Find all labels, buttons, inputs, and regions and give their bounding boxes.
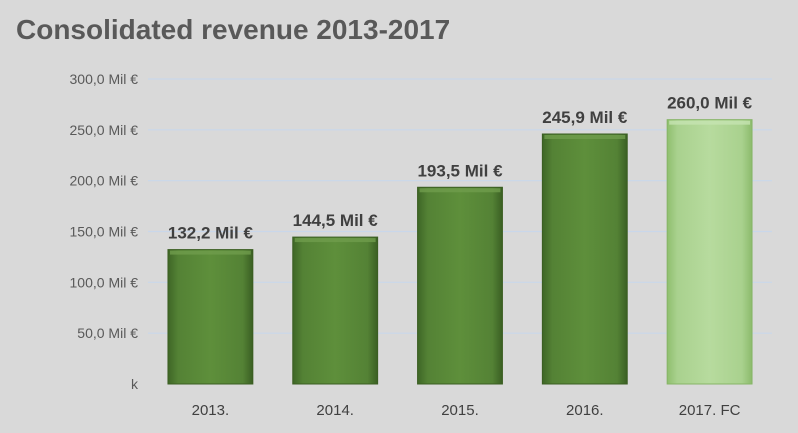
bar-forecast (666, 119, 753, 385)
x-tick-label: 2013. (192, 402, 230, 419)
y-tick-label: k (131, 376, 139, 392)
bar-bevel (294, 238, 376, 243)
y-tick-label: 200,0 Mil € (70, 173, 139, 189)
data-label: 193,5 Mil € (417, 161, 503, 180)
bar-bevel (419, 188, 501, 193)
data-label: 132,2 Mil € (168, 224, 254, 243)
y-tick-label: 100,0 Mil € (70, 274, 139, 290)
bar-bevel (669, 120, 751, 125)
chart-title: Consolidated revenue 2013-2017 (16, 14, 451, 45)
bar-group (292, 236, 379, 385)
data-label: 260,0 Mil € (667, 94, 753, 113)
x-tick-label: 2017. FC (679, 402, 741, 419)
x-tick-label: 2014. (316, 402, 354, 419)
bar-bevel (169, 250, 251, 255)
bar (417, 186, 503, 385)
y-tick-label: 300,0 Mil € (70, 71, 139, 87)
x-tick-label: 2015. (441, 402, 479, 419)
bar-bevel (544, 135, 626, 140)
bar-group (541, 133, 628, 385)
bar-group (666, 119, 753, 385)
x-tick-label: 2016. (566, 402, 604, 419)
bar (292, 236, 379, 385)
bar-group (417, 186, 503, 385)
bar (541, 133, 628, 385)
y-tick-label: 150,0 Mil € (70, 224, 139, 240)
bar (167, 249, 254, 385)
y-tick-label: 50,0 Mil € (77, 325, 138, 341)
data-label: 245,9 Mil € (542, 108, 628, 127)
data-label: 144,5 Mil € (293, 211, 379, 230)
bar-group (167, 249, 254, 385)
y-tick-label: 250,0 Mil € (70, 122, 139, 138)
